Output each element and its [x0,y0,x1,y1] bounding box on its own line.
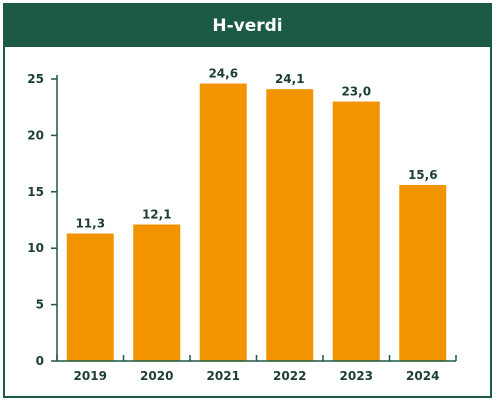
y-tick-label: 20 [27,128,44,142]
bar-value-label: 23,0 [341,85,371,99]
bar-value-label: 15,6 [408,168,438,182]
bar [199,83,247,362]
x-tick-label: 2022 [273,369,306,383]
y-tick-label: 25 [27,72,44,86]
y-tick-label: 5 [36,298,44,312]
bar-value-label: 24,6 [208,67,238,81]
bar [66,233,114,361]
y-tick-label: 0 [36,354,44,368]
y-tick-label: 15 [27,185,44,199]
x-tick-label: 2023 [340,369,373,383]
x-tick-label: 2024 [406,369,439,383]
bar-value-label: 12,1 [142,208,172,222]
bar-value-label: 11,3 [75,217,105,231]
x-tick-label: 2021 [207,369,240,383]
bar-value-label: 24,1 [275,72,305,86]
chart-title: H-verdi [5,5,490,47]
bar [133,224,181,361]
bar [332,101,380,361]
x-tick-label: 2019 [74,369,107,383]
bar [266,89,314,361]
x-tick-label: 2020 [140,369,173,383]
y-tick-label: 10 [27,241,44,255]
bar [399,185,447,361]
